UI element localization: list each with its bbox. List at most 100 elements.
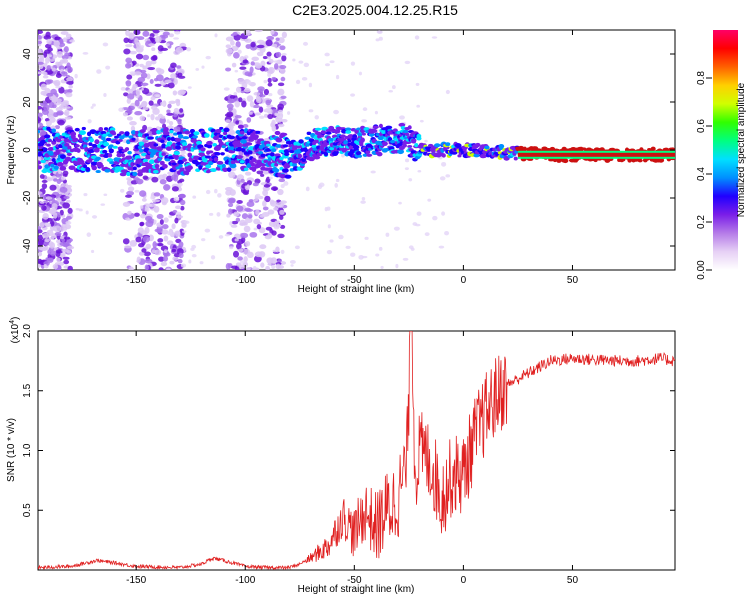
spectrogram-cell <box>179 199 186 206</box>
spectrogram-cell <box>38 30 44 35</box>
snr-series-line <box>38 331 675 570</box>
spectrogram-cell <box>224 113 233 118</box>
spectrogram-cell <box>53 212 58 219</box>
spectrogram-cell <box>277 103 284 110</box>
spectrogram-cell <box>484 145 490 150</box>
spectrogram-cell <box>152 169 159 174</box>
spectrogram-cell <box>176 65 182 69</box>
top-x-tick-label: 50 <box>567 275 579 286</box>
spectrogram-cell <box>144 258 153 264</box>
spectrogram-cell <box>256 44 265 49</box>
spectrogram-cell <box>65 215 72 220</box>
spectrogram-cell <box>103 92 107 98</box>
spectrogram-cell <box>360 200 366 204</box>
spectrogram-cell <box>385 125 393 130</box>
spectrogram-cell <box>225 44 232 49</box>
spectrogram-cell <box>52 80 58 84</box>
spectrogram-cell <box>277 82 285 87</box>
spectrogram-cell <box>277 201 285 208</box>
top-y-tick-label: -20 <box>22 190 33 205</box>
spectrogram-cell <box>38 124 40 128</box>
spectrogram-cell <box>249 101 255 108</box>
spectrogram-cell <box>407 144 413 149</box>
spectrogram-cell <box>147 136 154 140</box>
spectrogram-cell <box>243 30 251 36</box>
top-y-tick-label: -40 <box>22 238 33 253</box>
spectrogram-cell <box>362 107 368 112</box>
spectrogram-cell <box>237 124 244 129</box>
spectrogram-cell <box>44 222 49 226</box>
spectrogram-cell <box>89 137 94 143</box>
spectrogram-cell <box>129 71 136 75</box>
spectrogram-cell <box>48 236 55 240</box>
spectrogram-cell <box>67 145 72 150</box>
spectrogram-cell <box>123 92 129 97</box>
spectrogram-cell <box>45 43 52 49</box>
spectrogram-cell <box>175 211 182 216</box>
spectrogram-cell <box>308 156 315 162</box>
spectrogram-cell <box>38 106 43 110</box>
spectrogram-cell <box>256 170 264 175</box>
spectrogram-cell <box>206 144 213 149</box>
spectrogram-cell <box>414 35 420 40</box>
spectrogram-cell <box>45 56 50 64</box>
spectrogram-cell <box>59 252 66 258</box>
spectrogram-cell <box>273 207 279 211</box>
spectrogram-cell <box>168 141 173 146</box>
spectrogram-cell <box>255 209 260 215</box>
spectrogram-cell <box>151 47 156 52</box>
spectrogram-cell <box>276 224 282 228</box>
spectrogram-cell <box>254 163 262 169</box>
spectrogram-cell <box>223 87 230 91</box>
spectrogram-cell <box>105 137 112 142</box>
spectrogram-cell <box>294 245 300 250</box>
spectrogram-cell <box>142 235 151 243</box>
spectrogram-cell <box>45 120 52 127</box>
spectrogram-cell <box>168 120 174 126</box>
spectrogram-cell <box>162 164 168 169</box>
spectrogram-cell <box>141 197 147 202</box>
spectrogram-cell <box>244 38 252 43</box>
spectrogram-cell <box>277 109 284 115</box>
spectrogram-cell <box>273 60 279 63</box>
spectrogram-cell <box>168 33 174 38</box>
spectrogram-cell <box>265 99 272 106</box>
spectrogram-cell <box>302 41 309 46</box>
spectrogram-cell <box>305 186 310 192</box>
spectrogram-cell <box>154 164 160 169</box>
spectrogram-cell <box>173 151 180 156</box>
spectrogram-cell <box>513 156 518 161</box>
spectrogram-cell <box>56 162 64 167</box>
spectrogram-cell <box>367 144 372 148</box>
spectrogram-cell <box>210 255 216 260</box>
spectrogram-cell <box>133 71 142 76</box>
spectrogram-cell <box>168 215 173 218</box>
spectrogram-cell <box>333 150 339 155</box>
spectrogram-cell <box>167 82 175 89</box>
spectrogram-cell <box>327 224 331 229</box>
spectrogram-cell <box>139 129 146 133</box>
colorbar: 0.00 0.2 0.4 0.6 0.8 Normalized spectral amp… <box>696 30 747 280</box>
top-x-ticks: -150 -100 -50 0 50 <box>126 30 578 286</box>
spectrogram-cell <box>132 166 137 171</box>
spectrogram-cell <box>177 134 184 139</box>
spectrogram-cell <box>229 246 234 250</box>
spectrogram-cell <box>269 152 275 157</box>
spectrogram-cell <box>59 158 64 162</box>
spectrogram-cell <box>160 101 166 107</box>
spectrogram-cell <box>55 98 62 103</box>
spectrogram-cell <box>102 133 108 137</box>
spectrogram-cell <box>365 149 371 155</box>
spectrogram-cell <box>179 108 184 113</box>
spectrogram-cell <box>180 205 185 211</box>
spectrogram-cell <box>228 197 236 204</box>
spectrogram-cell <box>155 94 160 98</box>
spectrogram-cell <box>56 257 61 263</box>
spectrogram-cell <box>66 245 75 250</box>
spectrogram-cell <box>289 149 295 154</box>
spectrogram-cell <box>234 100 241 108</box>
spectrogram-cell <box>414 223 421 227</box>
spectrogram-cell <box>499 146 504 151</box>
spectrogram-cell <box>267 263 272 266</box>
spectrogram-cell <box>161 152 166 156</box>
